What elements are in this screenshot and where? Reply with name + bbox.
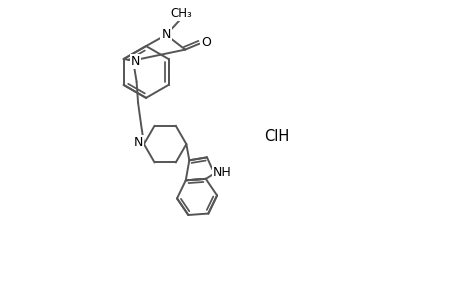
Text: NH: NH xyxy=(213,166,231,179)
Text: N: N xyxy=(130,55,140,68)
Text: O: O xyxy=(201,36,210,49)
Text: N: N xyxy=(134,136,143,149)
Text: CH₃: CH₃ xyxy=(170,8,192,20)
Text: N: N xyxy=(161,28,170,41)
Text: ClH: ClH xyxy=(264,129,289,144)
